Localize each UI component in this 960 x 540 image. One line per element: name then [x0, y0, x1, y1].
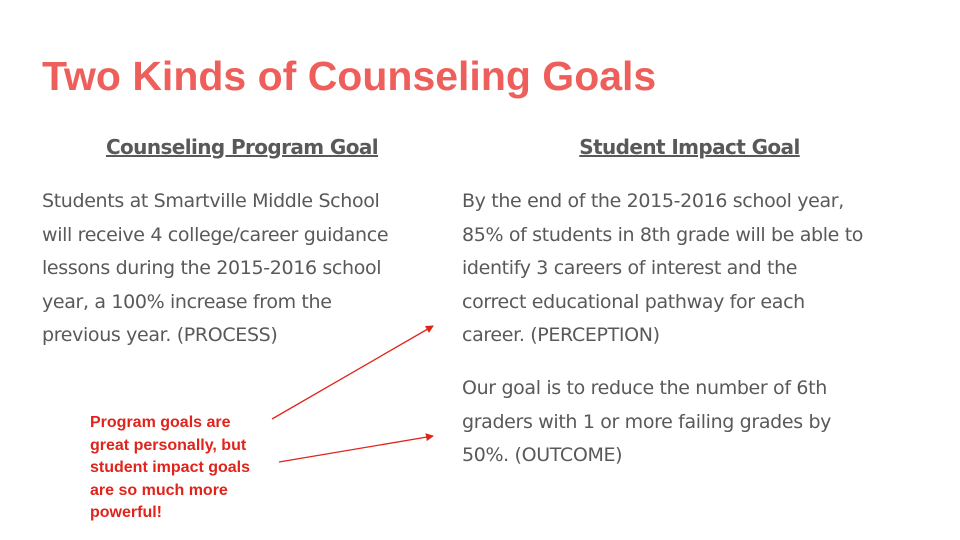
impact-goal-heading: Student Impact Goal — [579, 135, 800, 159]
slide-title: Two Kinds of Counseling Goals — [42, 53, 657, 99]
impact-goal-text: By the end of the 2015-2016 school year,… — [462, 190, 864, 346]
program-goal-text: Students at Smartville Middle School wil… — [42, 190, 389, 346]
annotation-note: Program goals are great personally, but … — [90, 414, 251, 521]
outcome-goal-text: Our goal is to reduce the number of 6th … — [462, 377, 832, 466]
program-goal-heading: Counseling Program Goal — [105, 135, 379, 159]
arrow-to-outcome-goal — [278, 433, 434, 463]
